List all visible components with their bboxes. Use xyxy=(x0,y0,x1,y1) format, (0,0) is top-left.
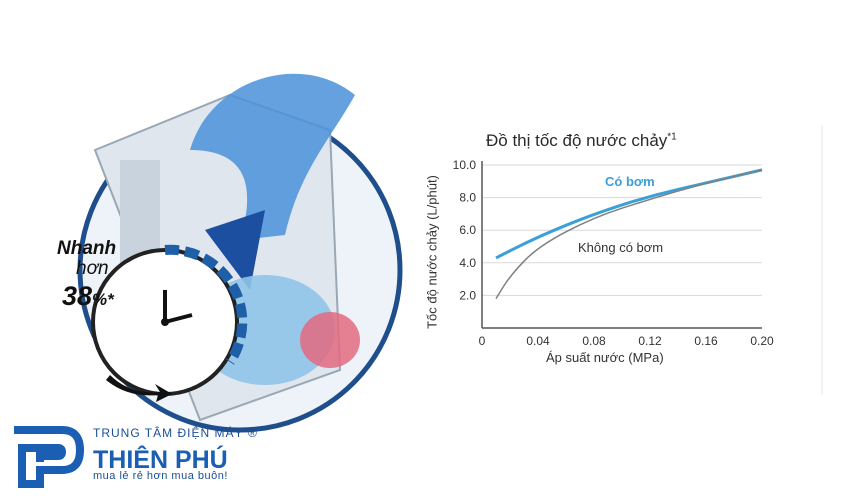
promo-value: 38%* xyxy=(62,281,114,312)
chart-title-text: Đồ thị tốc độ nước chảy xyxy=(486,131,668,150)
promo-line-1: Nhanh xyxy=(57,238,117,259)
promo-asterisk: * xyxy=(107,290,114,309)
chart-title-sup: *1 xyxy=(667,131,677,143)
y-tick-label: 4.0 xyxy=(459,256,476,270)
brand-logo-icon xyxy=(14,422,85,488)
brand-name: THIÊN PHÚ xyxy=(93,446,228,474)
y-tick-label: 6.0 xyxy=(459,223,476,237)
flow-rate-chart: 2.0 4.0 6.0 8.0 10.0 0 0.04 0.08 0.12 0.16 0.20 Có … xyxy=(453,125,823,395)
promo-number: 38 xyxy=(62,281,93,311)
brand-slogan: mua lẻ rẻ hơn mua buôn! xyxy=(93,470,228,482)
x-tick-label: 0.16 xyxy=(694,334,718,348)
x-tick-label: 0.04 xyxy=(526,334,550,348)
promo-percent: % xyxy=(92,290,108,309)
promo-line-2: hơn xyxy=(76,258,109,279)
arrow-icon xyxy=(106,375,172,402)
chart-title: Đồ thị tốc độ nước chảy*1 xyxy=(486,131,677,151)
y-tick-label: 10.0 xyxy=(453,158,477,172)
laundry-red xyxy=(300,312,360,368)
x-tick-label: 0.20 xyxy=(750,334,774,348)
y-tick-label: 2.0 xyxy=(459,288,476,302)
x-tick-label: 0 xyxy=(479,334,486,348)
brand-registered: ® xyxy=(248,426,257,440)
y-axis-label: Tốc độ nước chảy (L/phút) xyxy=(424,175,440,329)
x-tick-label: 0.12 xyxy=(638,334,662,348)
x-tick-label: 0.08 xyxy=(582,334,606,348)
series-line-1 xyxy=(495,169,763,300)
series-line-0 xyxy=(495,168,763,260)
series-label-no-pump: Không có bơm xyxy=(578,240,663,255)
water-swirl-icon xyxy=(190,73,355,240)
series-label-pump: Có bơm xyxy=(605,174,655,189)
y-tick-label: 8.0 xyxy=(459,191,476,205)
water-arrow-icon xyxy=(205,210,265,290)
x-axis-label: Áp suất nước (MPa) xyxy=(546,350,664,365)
brand-subtitle: TRUNG TÂM ĐIỆN MÁY xyxy=(93,426,244,440)
